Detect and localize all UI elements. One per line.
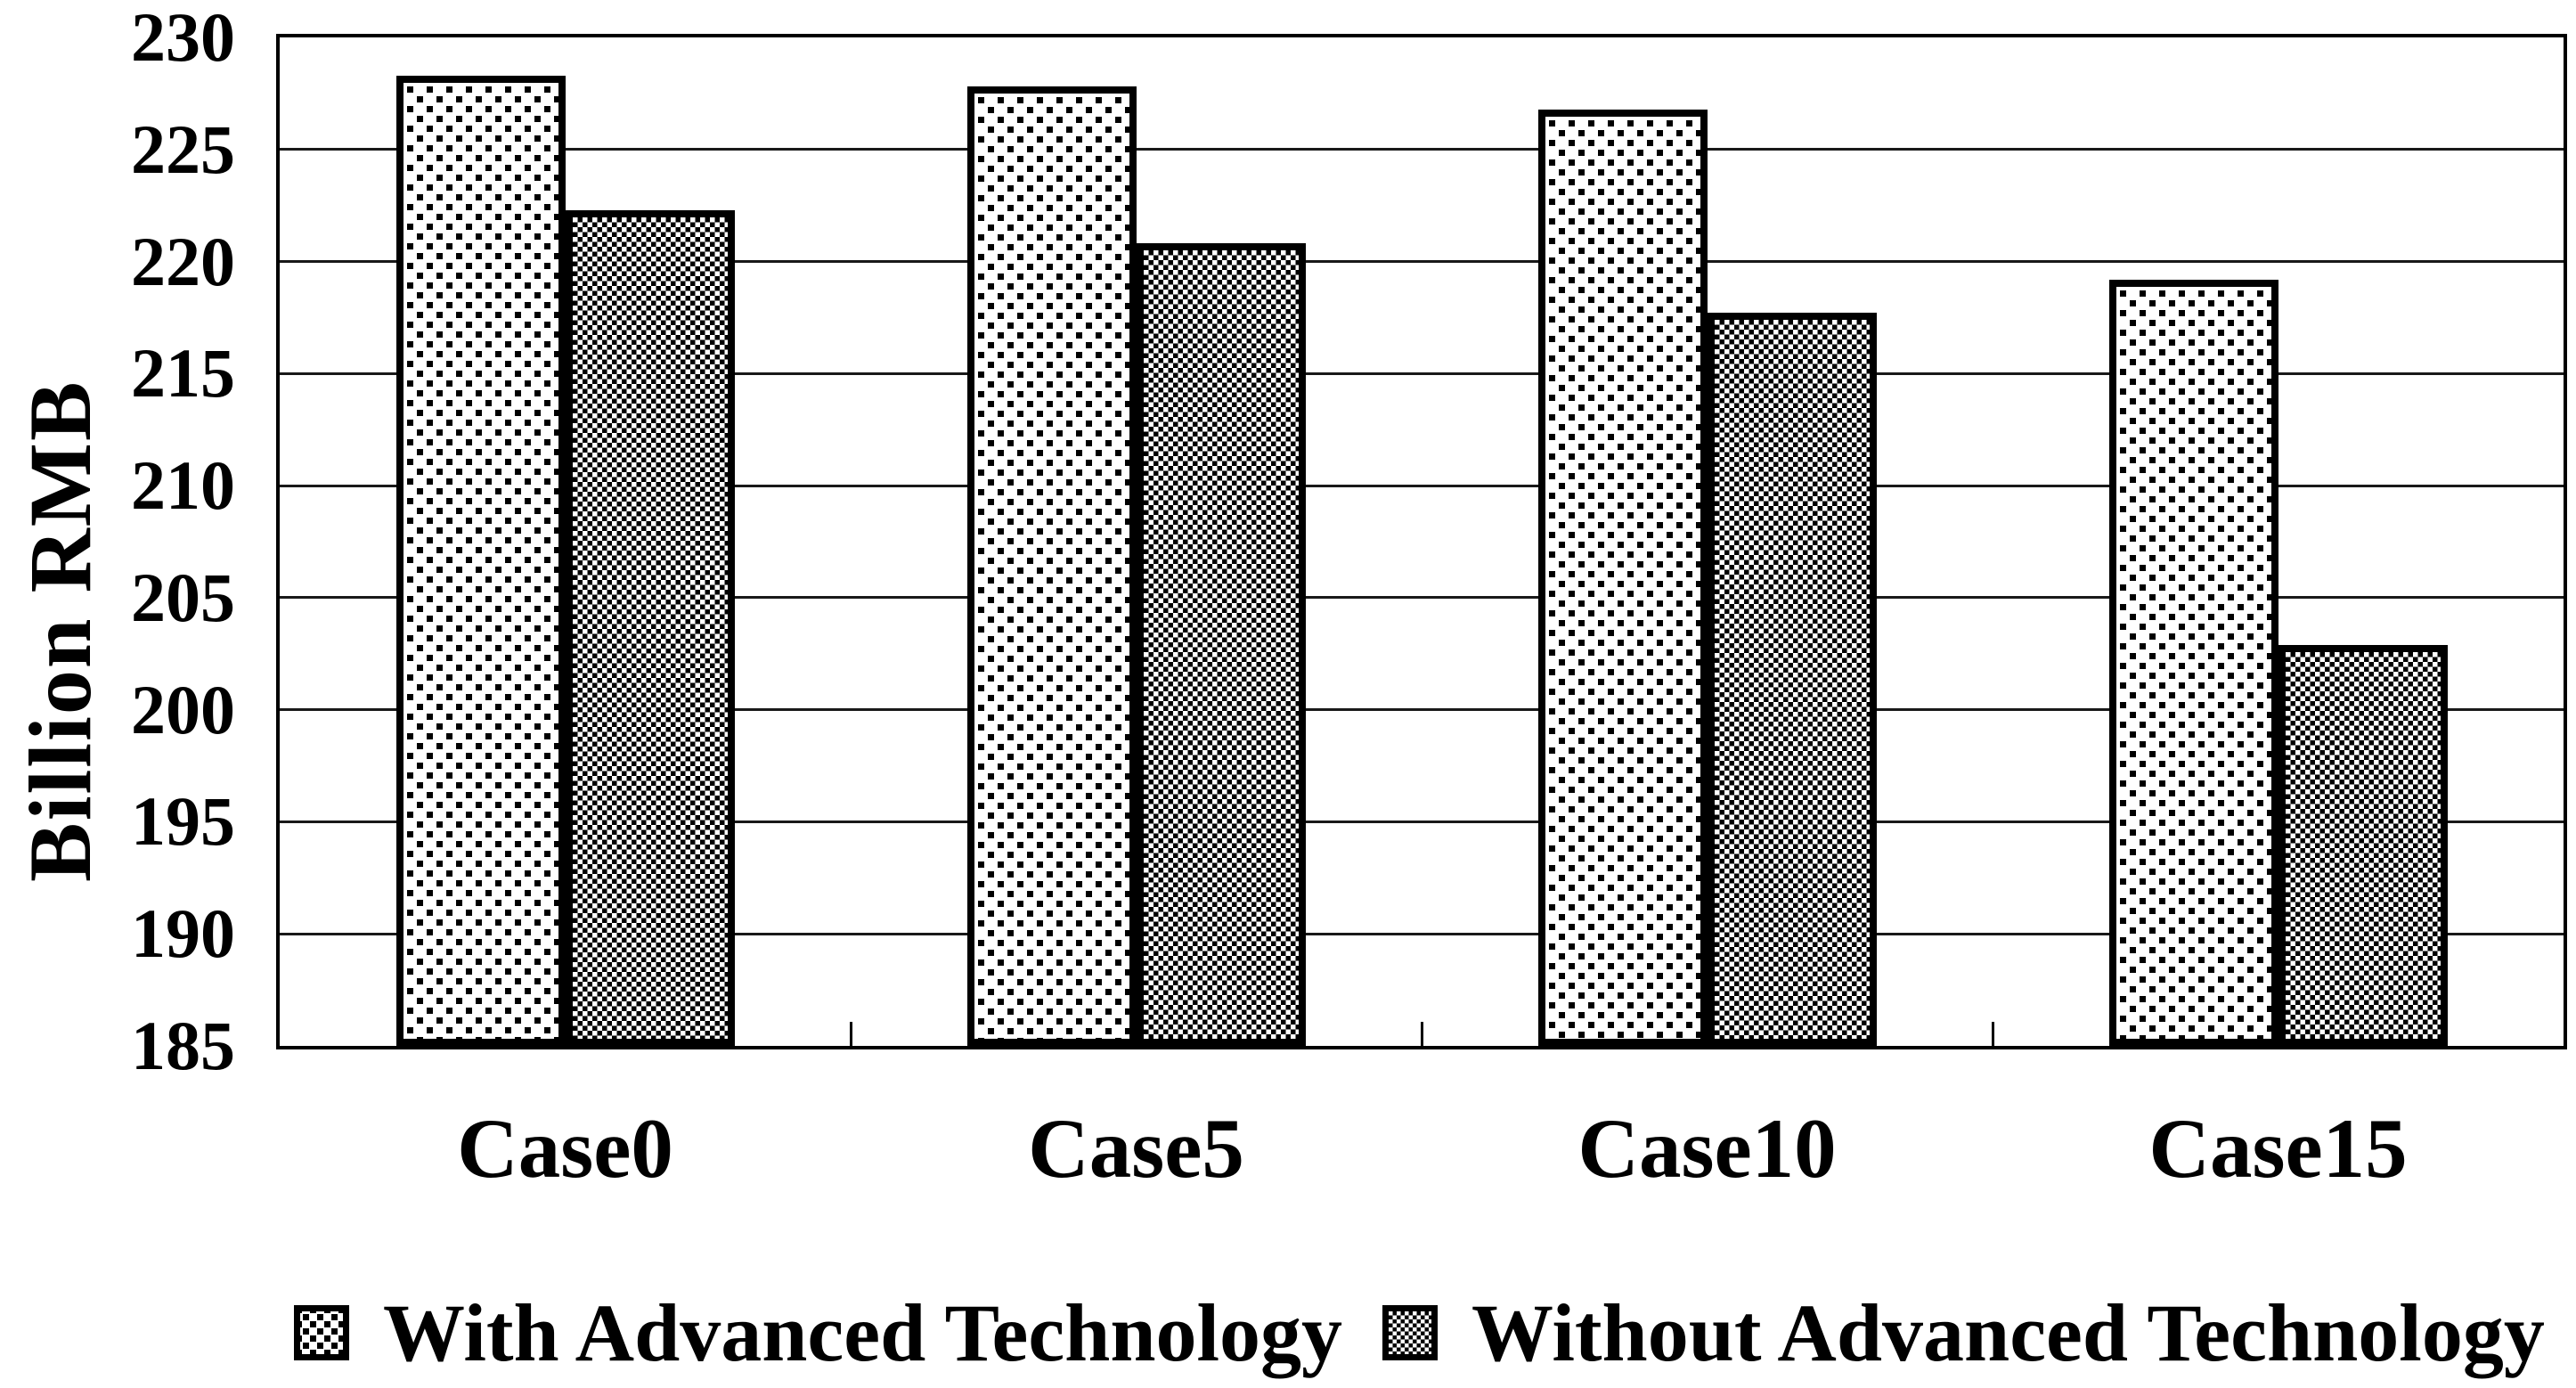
plot-area (276, 34, 2567, 1049)
gridline-190 (280, 932, 2564, 935)
bar-with-case0 (395, 75, 566, 1046)
legend-label-without: Without Advanced Technology (1471, 1287, 2545, 1378)
bar-with-case10 (1537, 109, 1708, 1046)
y-tick-label-225: 225 (131, 110, 235, 188)
category-boundary-tick (849, 1022, 852, 1046)
dotted-swatch-icon (294, 1305, 349, 1360)
y-tick-label-215: 215 (131, 334, 235, 412)
y-tick-label-185: 185 (131, 1007, 235, 1084)
gridline-225 (280, 148, 2564, 151)
y-tick-label-200: 200 (131, 670, 235, 748)
gridline-200 (280, 708, 2564, 712)
y-tick-label-220: 220 (131, 222, 235, 300)
x-tick-label-case5: Case5 (1028, 1101, 1244, 1196)
y-tick-label-210: 210 (131, 446, 235, 525)
bar-without-case10 (1707, 313, 1877, 1046)
bar-without-case15 (2278, 644, 2448, 1046)
gridline-205 (280, 596, 2564, 600)
checkered-swatch-icon (1382, 1305, 1438, 1360)
legend-entry-without: Without Advanced Technology (1382, 1287, 2545, 1378)
gridline-220 (280, 260, 2564, 264)
y-tick-label-230: 230 (131, 0, 235, 76)
bar-with-case5 (966, 86, 1137, 1046)
x-tick-label-case10: Case10 (1577, 1101, 1837, 1196)
y-tick-label-190: 190 (131, 894, 235, 973)
bar-without-case0 (565, 209, 735, 1046)
gridline-210 (280, 484, 2564, 487)
bar-with-case15 (2108, 279, 2278, 1046)
gridline-215 (280, 371, 2564, 375)
gridline-195 (280, 820, 2564, 823)
bar-without-case5 (1136, 243, 1306, 1046)
legend-entry-with: With Advanced Technology (294, 1287, 1342, 1378)
y-tick-label-205: 205 (131, 558, 235, 636)
category-boundary-tick (1991, 1022, 1994, 1046)
x-tick-label-case0: Case0 (457, 1101, 673, 1196)
x-tick-label-case15: Case15 (2148, 1101, 2408, 1196)
category-boundary-tick (1420, 1022, 1423, 1046)
legend-label-with: With Advanced Technology (383, 1287, 1343, 1378)
y-tick-label-195: 195 (131, 782, 235, 861)
